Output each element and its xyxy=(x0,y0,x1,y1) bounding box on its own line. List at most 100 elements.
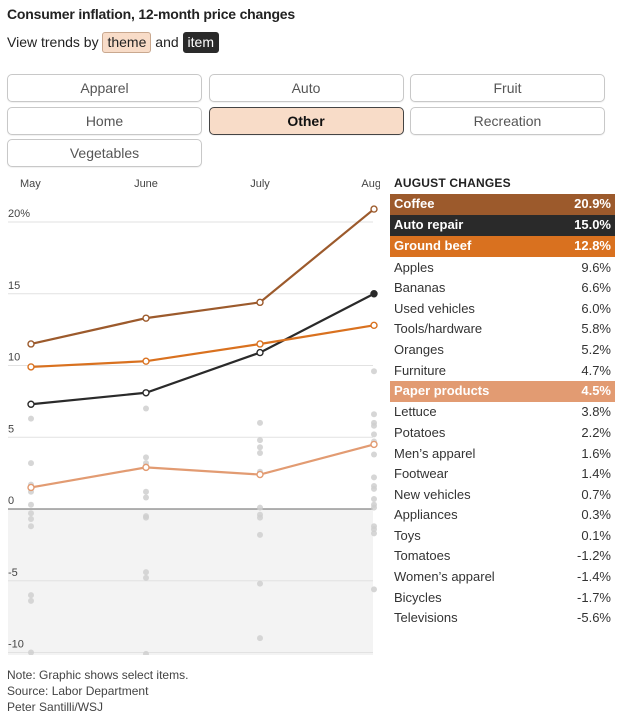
item-legend-pill: item xyxy=(182,32,219,53)
change-row: Tools/hardware 5.8% xyxy=(390,319,615,340)
background-point xyxy=(28,415,34,422)
background-point xyxy=(28,649,34,655)
change-item-value: 2.2% xyxy=(581,424,611,440)
background-point xyxy=(371,474,377,481)
background-point xyxy=(371,530,377,537)
background-point xyxy=(143,650,149,655)
change-item-value: 15.0% xyxy=(574,217,611,233)
change-item-value: 9.6% xyxy=(581,259,611,275)
subtitle-and: and xyxy=(155,34,179,50)
chart-title: Consumer inflation, 12-month price chang… xyxy=(7,6,295,22)
series-point-auto-repair xyxy=(27,400,35,408)
change-item-value: 0.7% xyxy=(581,486,611,502)
change-item-value: -1.4% xyxy=(577,569,611,585)
y-tick-label: 5 xyxy=(8,423,14,435)
theme-button-fruit[interactable]: Fruit xyxy=(410,74,605,102)
note-text: Note: Graphic shows select items. xyxy=(7,668,189,682)
theme-legend-pill: theme xyxy=(102,32,152,53)
background-point xyxy=(28,501,34,508)
change-row: Coffee 20.9% xyxy=(390,194,615,215)
change-item-value: -1.2% xyxy=(577,548,611,564)
background-point xyxy=(371,411,377,418)
background-point xyxy=(371,431,377,438)
background-point xyxy=(371,526,377,533)
change-row: Potatoes 2.2% xyxy=(390,423,615,444)
change-item-name: Bananas xyxy=(394,280,446,296)
theme-button-apparel[interactable]: Apparel xyxy=(7,74,202,102)
series-line-paper-products xyxy=(30,443,375,489)
change-item-value: 0.1% xyxy=(581,527,611,543)
change-row: Appliances 0.3% xyxy=(390,505,615,526)
change-item-name: Apples xyxy=(394,259,434,275)
theme-button-auto[interactable]: Auto xyxy=(208,74,404,102)
change-row: Paper products 4.5% xyxy=(390,381,615,402)
y-tick-label: 10 xyxy=(8,352,20,364)
series-point-paper-products xyxy=(142,463,150,472)
series-point-auto-repair xyxy=(142,389,150,397)
background-point xyxy=(371,586,377,593)
change-item-value: 6.6% xyxy=(581,280,611,296)
change-item-name: Lettuce xyxy=(394,404,437,420)
change-item-name: Used vehicles xyxy=(394,300,475,316)
change-item-name: New vehicles xyxy=(394,486,471,502)
change-row: Used vehicles 6.0% xyxy=(390,299,615,320)
line-chart: 20% 15 10 5 0 -5 -10 May June July Aug. xyxy=(8,178,380,655)
theme-button-home[interactable]: Home xyxy=(7,106,202,135)
theme-button-recreation[interactable]: Recreation xyxy=(410,106,605,135)
change-row: Toys 0.1% xyxy=(390,526,615,547)
background-point xyxy=(28,597,34,604)
series-point-coffee xyxy=(256,298,264,307)
theme-button-vegetables[interactable]: Vegetables xyxy=(7,139,202,167)
series-point-coffee xyxy=(27,340,35,348)
background-point xyxy=(257,514,263,521)
background-point xyxy=(28,523,34,530)
change-item-name: Auto repair xyxy=(394,217,464,233)
change-item-name: Tomatoes xyxy=(394,548,451,564)
change-row: Footwear 1.4% xyxy=(390,464,615,485)
august-changes-panel: AUGUST CHANGES Coffee 20.9% Auto repair 15.… xyxy=(390,172,615,629)
change-item-value: 1.6% xyxy=(581,445,611,461)
change-item-value: 4.7% xyxy=(581,362,611,378)
background-point xyxy=(257,450,263,457)
change-item-name: Furniture xyxy=(394,362,447,378)
series-point-coffee xyxy=(142,314,150,322)
change-row: Lettuce 3.8% xyxy=(390,402,615,423)
change-item-name: Women’s apparel xyxy=(394,569,495,585)
change-row: Tomatoes -1.2% xyxy=(390,546,615,567)
subtitle-prefix: View trends by xyxy=(7,34,99,50)
change-item-value: 3.8% xyxy=(581,404,611,420)
x-tick-label: July xyxy=(250,178,270,190)
y-tick-label: -5 xyxy=(8,567,18,579)
background-point xyxy=(28,516,34,523)
change-item-value: 12.8% xyxy=(574,238,611,254)
theme-selector: Apparel Auto Fruit Home Other Recreation Veget… xyxy=(7,74,605,169)
change-item-name: Televisions xyxy=(394,610,458,626)
change-item-value: 6.0% xyxy=(581,300,611,316)
change-item-value: 4.5% xyxy=(581,383,611,399)
series-point-ground-beef xyxy=(27,363,35,371)
changes-list: Coffee 20.9% Auto repair 15.0% Ground beef 12… xyxy=(390,194,615,629)
notes: Note: Graphic shows select items. Source… xyxy=(7,667,188,715)
background-point xyxy=(143,488,149,495)
series-point-paper-products xyxy=(370,440,378,449)
background-point xyxy=(371,368,377,375)
change-item-name: Paper products xyxy=(394,383,490,399)
change-row: Apples 9.6% xyxy=(390,258,615,279)
y-tick-label: -10 xyxy=(8,639,24,651)
change-item-value: -5.6% xyxy=(577,610,611,626)
series-point-coffee xyxy=(370,205,378,213)
x-tick-label: June xyxy=(134,178,158,190)
change-item-name: Ground beef xyxy=(394,238,472,254)
y-tick-label: 20% xyxy=(8,208,30,220)
background-point xyxy=(143,514,149,521)
change-item-value: 20.9% xyxy=(574,196,611,211)
background-point xyxy=(257,437,263,444)
background-point xyxy=(28,510,34,517)
x-tick-label: May xyxy=(20,178,41,190)
change-row: Ground beef 12.8% xyxy=(390,236,615,257)
background-point xyxy=(28,592,34,599)
theme-button-other[interactable]: Other xyxy=(208,106,404,135)
credit-text: Peter Santilli/WSJ xyxy=(7,700,104,714)
background-point xyxy=(28,460,34,467)
series-line-auto-repair xyxy=(30,292,375,406)
